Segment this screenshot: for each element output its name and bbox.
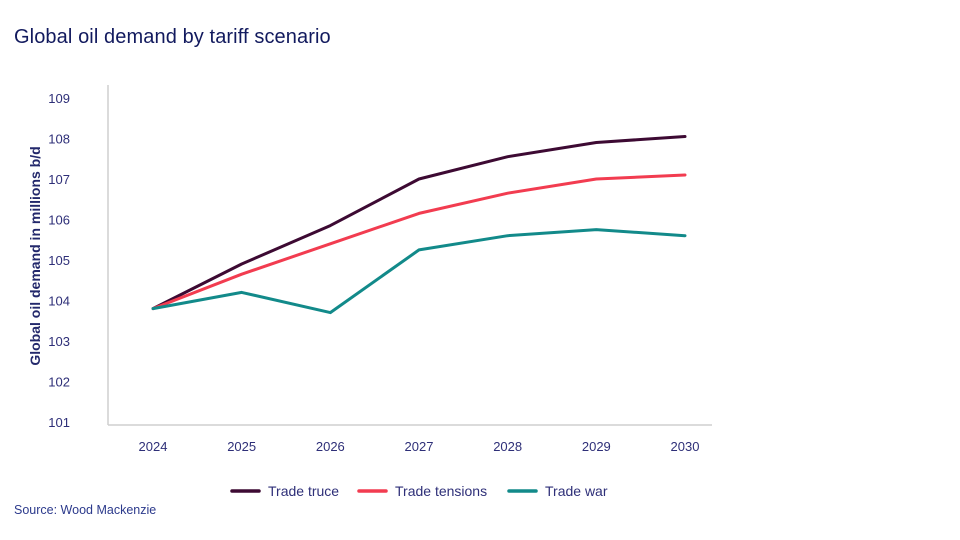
y-axis-title: Global oil demand in millions b/d <box>27 146 43 365</box>
y-tick-label: 107 <box>48 172 70 187</box>
x-tick-label: 2030 <box>671 439 700 454</box>
y-tick-label: 102 <box>48 375 70 390</box>
y-tick-label: 108 <box>48 132 70 147</box>
legend-label: Trade tensions <box>395 483 487 499</box>
legend-item: Trade war <box>507 483 608 499</box>
series-lines <box>151 135 687 315</box>
series-line-trade-truce <box>151 135 687 311</box>
x-tick-label: 2025 <box>227 439 256 454</box>
y-tick-label: 106 <box>48 213 70 228</box>
legend-item: Trade tensions <box>357 483 487 499</box>
y-tick-label: 101 <box>48 415 70 430</box>
legend: Trade truce Trade tensions Trade war <box>230 483 608 499</box>
axes <box>107 85 712 426</box>
source-note: Source: Wood Mackenzie <box>14 503 157 517</box>
y-tick-labels: 101 102 103 104 105 106 107 108 109 <box>48 91 70 430</box>
x-tick-label: 2027 <box>405 439 434 454</box>
x-tick-label: 2026 <box>316 439 345 454</box>
y-tick-label: 103 <box>48 334 70 349</box>
y-tick-label: 109 <box>48 91 70 106</box>
y-tick-label: 104 <box>48 294 70 309</box>
x-tick-label: 2029 <box>582 439 611 454</box>
y-tick-label: 105 <box>48 253 70 268</box>
series-line-trade-war <box>151 228 687 315</box>
legend-label: Trade truce <box>268 483 339 499</box>
x-tick-labels: 2024 2025 2026 2027 2028 2029 2030 <box>139 439 700 454</box>
legend-item: Trade truce <box>230 483 339 499</box>
x-tick-label: 2028 <box>493 439 522 454</box>
x-tick-label: 2024 <box>139 439 168 454</box>
series-line-trade-tensions <box>151 173 687 311</box>
legend-label: Trade war <box>545 483 608 499</box>
chart-title: Global oil demand by tariff scenario <box>14 26 331 48</box>
